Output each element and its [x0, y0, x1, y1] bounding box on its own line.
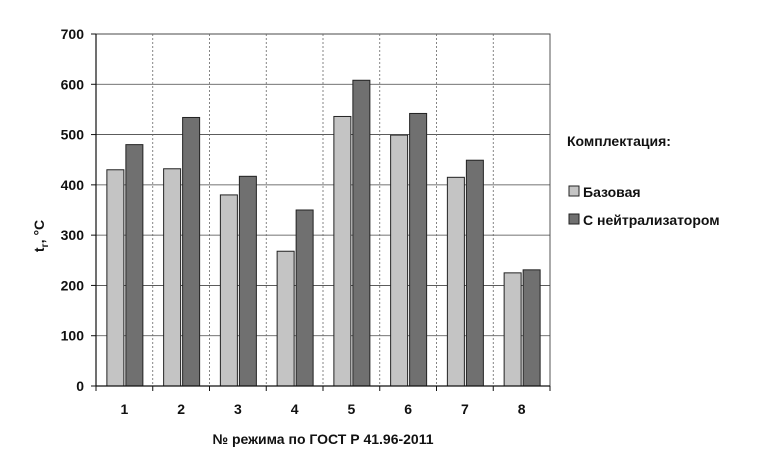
y-axis-title: tг, °С — [31, 220, 51, 252]
legend-label-neutralizer: С нейтрализатором — [583, 212, 720, 228]
legend: Комплектация: Базовая С нейтрализатором — [567, 133, 720, 228]
bar-neutralizer-1 — [125, 144, 144, 387]
bar-neutralizer-2 — [182, 116, 201, 387]
bar-base-2 — [163, 168, 182, 387]
legend-swatch-base — [568, 185, 580, 197]
bar-neutralizer-3 — [238, 175, 257, 387]
x-tick-label-7: 7 — [461, 401, 469, 417]
y-tick-label-200: 200 — [61, 277, 85, 293]
legend-swatch-neutralizer — [568, 213, 580, 225]
y-axis-title-subscript: г — [40, 243, 51, 247]
axes: 0 100 200 300 400 500 600 700 1 2 3 4 5 6 7 8 — [61, 26, 551, 417]
x-tick-label-4: 4 — [291, 401, 299, 417]
y-tick-label-400: 400 — [61, 177, 85, 193]
x-tick-label-5: 5 — [347, 401, 355, 417]
x-tick-label-2: 2 — [177, 401, 185, 417]
bar-base-8 — [503, 272, 522, 387]
bar-neutralizer-8 — [522, 269, 541, 387]
x-axis-title: № режима по ГОСТ Р 41.96-2011 — [212, 431, 433, 447]
y-axis-title-main: t — [31, 247, 47, 252]
bar-neutralizer-6 — [409, 112, 428, 387]
y-tick-label-700: 700 — [61, 26, 85, 42]
x-tick-label-3: 3 — [234, 401, 242, 417]
bar-base-5 — [333, 115, 352, 387]
bar-neutralizer-5 — [352, 79, 371, 387]
y-axis-title-unit: , °С — [31, 220, 47, 244]
y-tick-label-300: 300 — [61, 227, 85, 243]
bar-base-6 — [390, 134, 409, 387]
x-tick-label-6: 6 — [404, 401, 412, 417]
y-tick-label-600: 600 — [61, 76, 85, 92]
y-tick-label-0: 0 — [76, 378, 84, 394]
bar-base-4 — [276, 250, 295, 387]
svg-text:tг, °С: tг, °С — [31, 220, 51, 252]
bar-neutralizer-4 — [295, 209, 314, 387]
bar-base-3 — [219, 194, 238, 387]
bars — [106, 79, 541, 387]
x-tick-label-1: 1 — [120, 401, 128, 417]
y-tick-label-500: 500 — [61, 127, 85, 143]
x-tick-label-8: 8 — [518, 401, 526, 417]
y-tick-label-100: 100 — [61, 328, 85, 344]
legend-title: Комплектация: — [567, 133, 671, 149]
legend-label-base: Базовая — [583, 184, 641, 200]
bar-base-7 — [446, 176, 465, 387]
bar-base-1 — [106, 169, 125, 387]
bar-neutralizer-7 — [465, 159, 484, 387]
